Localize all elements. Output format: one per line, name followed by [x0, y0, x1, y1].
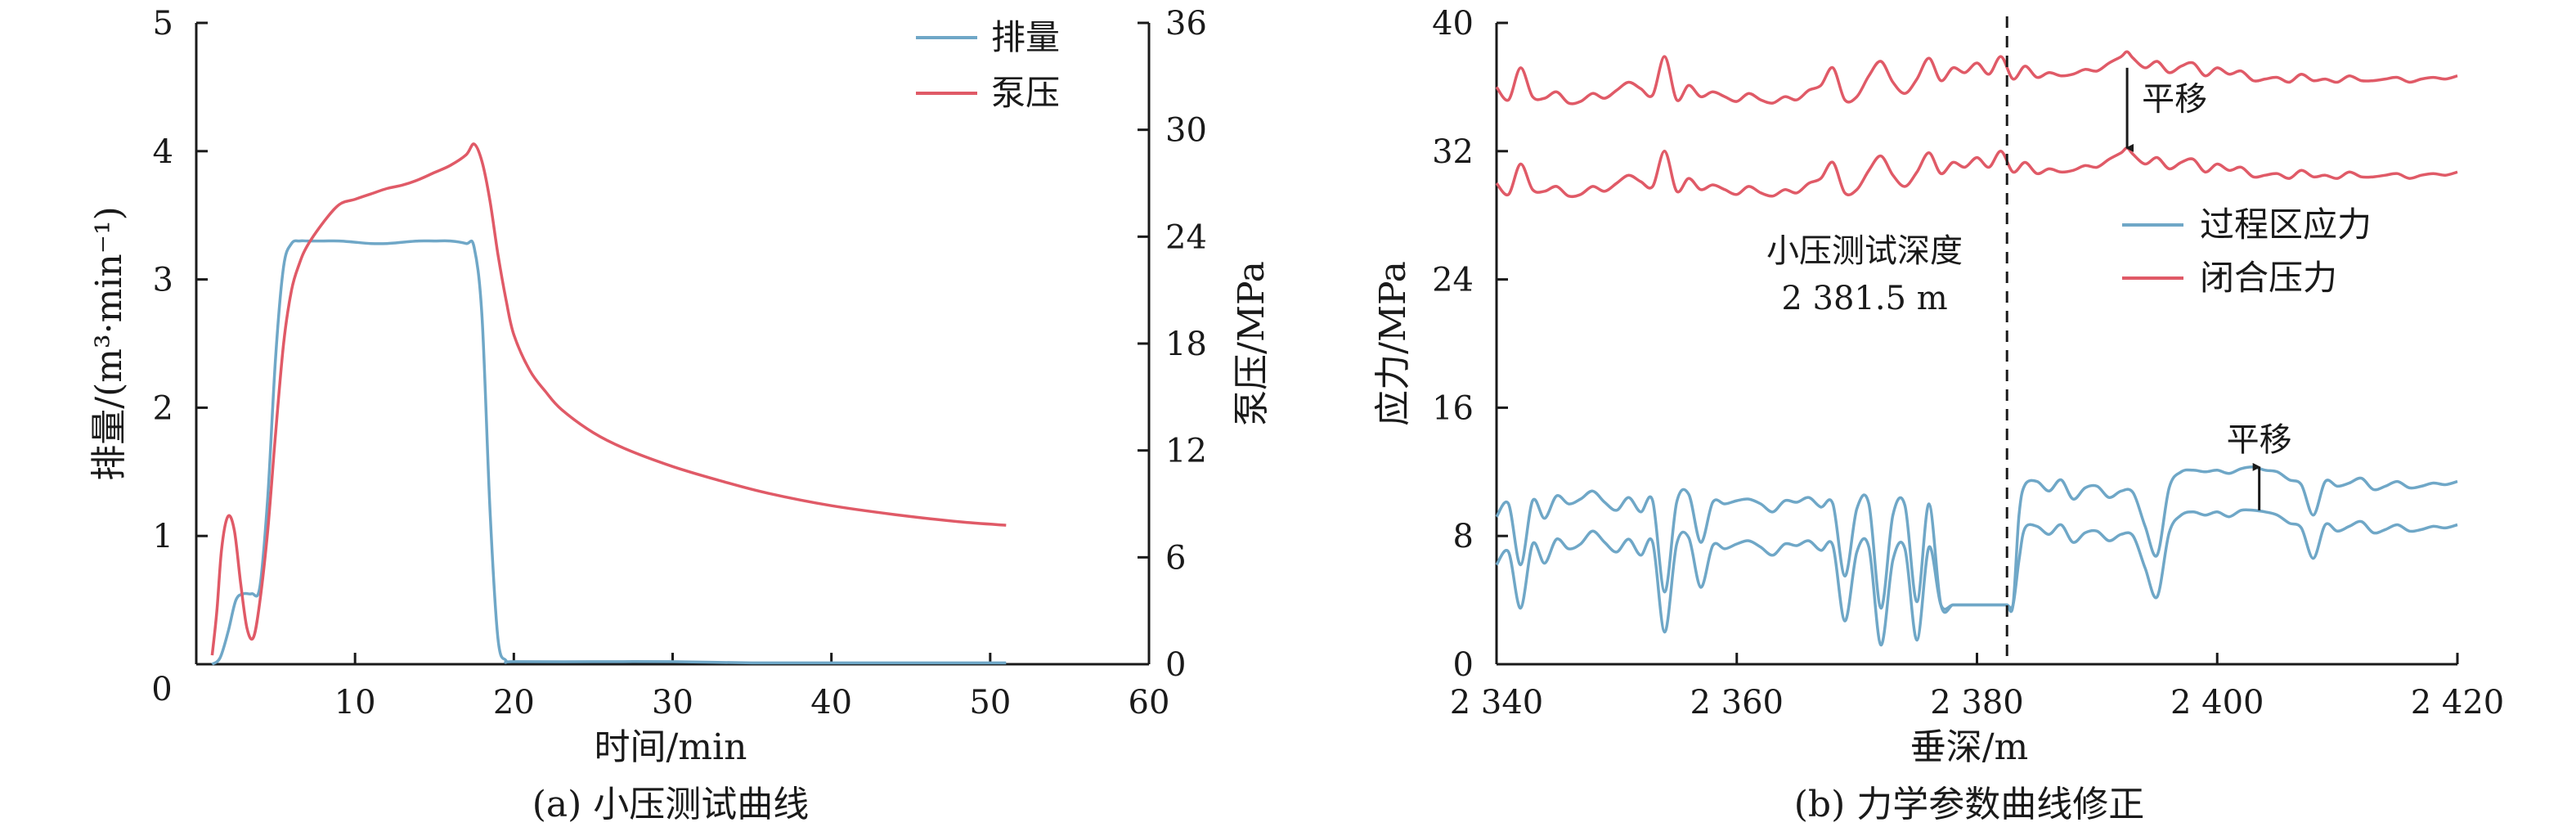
- panel-a-caption: (a) 小压测试曲线: [532, 784, 810, 825]
- panel-a-right-y-tick-label: 30: [1165, 112, 1207, 150]
- panel-b-caption: (b) 力学参数曲线修正: [1794, 784, 2144, 825]
- panel-b-legend: 过程区应力 闭合压力: [2122, 205, 2372, 298]
- panel-a-axes: [195, 21, 1151, 666]
- chart-panel-b: 2 340 2 360 2 380 2 400 2 420 0 8 16 24 32 40 小压测试…: [1372, 5, 2504, 825]
- series-line-pump-pressure: [210, 142, 1007, 656]
- legend-label-closure-pressure: 闭合压力: [2200, 258, 2337, 298]
- panel-a-right-y-tick-label: 0: [1165, 646, 1186, 684]
- panel-b-y-axis-label: 应力/MPa: [1372, 261, 1414, 426]
- panel-a-y-tick-label: 4: [153, 133, 173, 171]
- shift-label-top: 平移: [2142, 80, 2207, 118]
- panel-a-y-tick-label: 2: [153, 389, 173, 427]
- legend-label-process-stress: 过程区应力: [2200, 205, 2372, 245]
- panel-b-y-tick-label: 32: [1432, 133, 1474, 171]
- panel-a-x-tick-label: 20: [493, 684, 535, 721]
- panel-a-x-tick-label: 60: [1129, 684, 1170, 721]
- panel-b-y-tick-label: 0: [1453, 646, 1474, 684]
- panel-b-x-tick-label: 2 400: [2170, 684, 2264, 721]
- panel-b-axes: [1495, 21, 2459, 666]
- panel-a-x-tick-label: 10: [334, 684, 376, 721]
- panel-b-y-tick-label: 40: [1432, 5, 1474, 43]
- panel-a-x-tick-label: 0: [151, 671, 172, 708]
- panel-b-tick-labels: 2 340 2 360 2 380 2 400 2 420 0 8 16 24 32 40: [1432, 5, 2504, 721]
- panel-a-y-tick-label: 3: [153, 262, 173, 299]
- panel-a-y-tick-label: 5: [153, 5, 173, 43]
- panel-a-legend: 排量 泵压: [916, 17, 1060, 113]
- series-line-closure-pressure-shifted: [1495, 146, 2458, 199]
- legend-label-pressure: 泵压: [991, 73, 1060, 113]
- panel-a-x-tick-label: 30: [652, 684, 693, 721]
- panel-a-right-y-tick-label: 36: [1165, 5, 1207, 43]
- panel-a-right-y-tick-label: 24: [1165, 218, 1207, 256]
- panel-b-x-axis-label: 垂深/m: [1910, 726, 2029, 768]
- panel-b-y-tick-label: 8: [1453, 518, 1474, 555]
- panel-a-x-axis-label: 时间/min: [595, 726, 747, 768]
- panel-a-y-tick-label: 1: [153, 518, 173, 555]
- panel-b-x-tick-label: 2 360: [1690, 684, 1784, 721]
- panel-b-x-tick-label: 2 340: [1450, 684, 1544, 721]
- test-depth-label-line2: 2 381.5 m: [1781, 280, 1947, 317]
- series-line-discharge: [211, 239, 1007, 666]
- panel-a-right-axis-label: 泵压/MPa: [1231, 261, 1272, 426]
- panel-b-series: [1495, 50, 2458, 647]
- series-line-closure-pressure: [1495, 50, 2458, 106]
- legend-label-discharge: 排量: [991, 17, 1060, 57]
- series-line-process-stress: [1495, 508, 2458, 647]
- test-depth-label-line1: 小压测试深度: [1766, 232, 1963, 270]
- shift-label-bottom: 平移: [2227, 421, 2292, 459]
- panel-b-y-tick-label: 16: [1432, 389, 1474, 427]
- panel-a-y-axis-label: 排量/(m³·min⁻¹): [88, 206, 130, 481]
- panel-a-series: [210, 142, 1007, 666]
- panel-a-right-y-tick-label: 6: [1165, 539, 1186, 577]
- series-line-process-stress-shifted: [1495, 465, 2458, 614]
- panel-a-right-y-tick-label: 12: [1165, 433, 1207, 470]
- panel-a-x-tick-label: 50: [969, 684, 1011, 721]
- panel-a-right-y-tick-label: 18: [1165, 326, 1207, 363]
- panel-a-x-tick-label: 40: [810, 684, 852, 721]
- panel-b-x-tick-label: 2 420: [2411, 684, 2505, 721]
- panel-b-x-tick-label: 2 380: [1930, 684, 2024, 721]
- panel-b-y-tick-label: 24: [1432, 262, 1474, 299]
